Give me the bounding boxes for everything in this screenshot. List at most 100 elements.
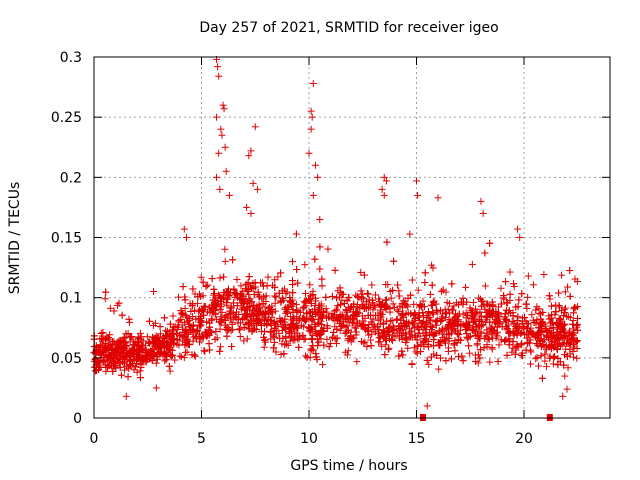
data-point bbox=[441, 339, 449, 347]
data-point bbox=[477, 312, 485, 320]
data-point bbox=[307, 335, 315, 343]
data-point bbox=[560, 340, 568, 348]
y-tick-label: 0.1 bbox=[60, 291, 82, 307]
data-point bbox=[402, 338, 410, 346]
data-point bbox=[573, 321, 581, 329]
data-point bbox=[385, 335, 393, 343]
data-point bbox=[301, 315, 309, 323]
data-point bbox=[333, 294, 341, 302]
data-point bbox=[225, 325, 233, 333]
data-point bbox=[413, 349, 421, 357]
data-point bbox=[407, 333, 415, 341]
data-point bbox=[443, 324, 451, 332]
data-point bbox=[241, 306, 249, 314]
data-point bbox=[506, 268, 514, 276]
data-point bbox=[165, 362, 173, 370]
data-point bbox=[212, 328, 220, 336]
data-point bbox=[513, 317, 521, 325]
data-point bbox=[221, 143, 229, 151]
data-point bbox=[503, 317, 511, 325]
data-point bbox=[532, 306, 540, 314]
data-point bbox=[118, 346, 126, 354]
data-point bbox=[306, 324, 314, 332]
data-point bbox=[203, 308, 211, 316]
data-point bbox=[435, 327, 443, 335]
data-point bbox=[561, 288, 569, 296]
data-point bbox=[217, 343, 225, 351]
data-point bbox=[472, 327, 480, 335]
data-point bbox=[488, 344, 496, 352]
data-point bbox=[483, 312, 491, 320]
data-point bbox=[276, 334, 284, 342]
data-point bbox=[169, 335, 177, 343]
data-point bbox=[247, 147, 255, 155]
data-point bbox=[277, 350, 285, 358]
data-point bbox=[399, 310, 407, 318]
data-point bbox=[105, 362, 113, 370]
data-point bbox=[526, 360, 534, 368]
data-point bbox=[336, 284, 344, 292]
data-point bbox=[439, 286, 447, 294]
data-point bbox=[289, 316, 297, 324]
data-point bbox=[423, 356, 431, 364]
data-point bbox=[432, 318, 440, 326]
data-point bbox=[451, 347, 459, 355]
data-point bbox=[296, 332, 304, 340]
data-point bbox=[103, 334, 111, 342]
data-point bbox=[535, 305, 543, 313]
data-point bbox=[425, 360, 433, 368]
data-point bbox=[319, 361, 327, 369]
data-point bbox=[436, 307, 444, 315]
data-point bbox=[426, 322, 434, 330]
data-point bbox=[309, 79, 317, 87]
data-point bbox=[113, 341, 121, 349]
data-point bbox=[202, 328, 210, 336]
data-point bbox=[269, 344, 277, 352]
data-point bbox=[408, 318, 416, 326]
data-point bbox=[152, 384, 160, 392]
data-point bbox=[343, 313, 351, 321]
data-point bbox=[353, 293, 361, 301]
data-point bbox=[561, 332, 569, 340]
data-point bbox=[382, 337, 390, 345]
data-point bbox=[169, 327, 177, 335]
data-point bbox=[138, 342, 146, 350]
data-point bbox=[306, 295, 314, 303]
data-point bbox=[353, 303, 361, 311]
data-point bbox=[566, 292, 574, 300]
data-point bbox=[102, 348, 110, 356]
data-point bbox=[281, 341, 289, 349]
data-point bbox=[312, 350, 320, 358]
data-point bbox=[566, 267, 574, 275]
y-tick-label: 0.3 bbox=[60, 50, 82, 66]
data-point bbox=[177, 316, 185, 324]
data-point bbox=[440, 330, 448, 338]
data-point bbox=[114, 347, 122, 355]
data-point bbox=[318, 282, 326, 290]
data-point bbox=[194, 293, 202, 301]
data-point bbox=[289, 289, 297, 297]
data-point bbox=[345, 294, 353, 302]
data-point bbox=[122, 392, 130, 400]
data-point bbox=[150, 288, 158, 296]
data-point bbox=[478, 302, 486, 310]
data-point bbox=[455, 353, 463, 361]
data-point bbox=[210, 305, 218, 313]
data-point bbox=[574, 303, 582, 311]
data-point bbox=[99, 329, 107, 337]
data-point bbox=[344, 336, 352, 344]
data-point bbox=[570, 341, 578, 349]
data-point bbox=[557, 315, 565, 323]
data-point bbox=[411, 310, 419, 318]
data-point bbox=[368, 281, 376, 289]
data-point bbox=[309, 191, 317, 199]
data-point bbox=[454, 330, 462, 338]
data-point bbox=[536, 337, 544, 345]
data-point bbox=[570, 329, 578, 337]
data-point bbox=[280, 350, 288, 358]
data-point bbox=[157, 341, 165, 349]
data-point bbox=[238, 296, 246, 304]
data-point bbox=[215, 149, 223, 157]
data-point bbox=[498, 322, 506, 330]
data-point bbox=[287, 320, 295, 328]
